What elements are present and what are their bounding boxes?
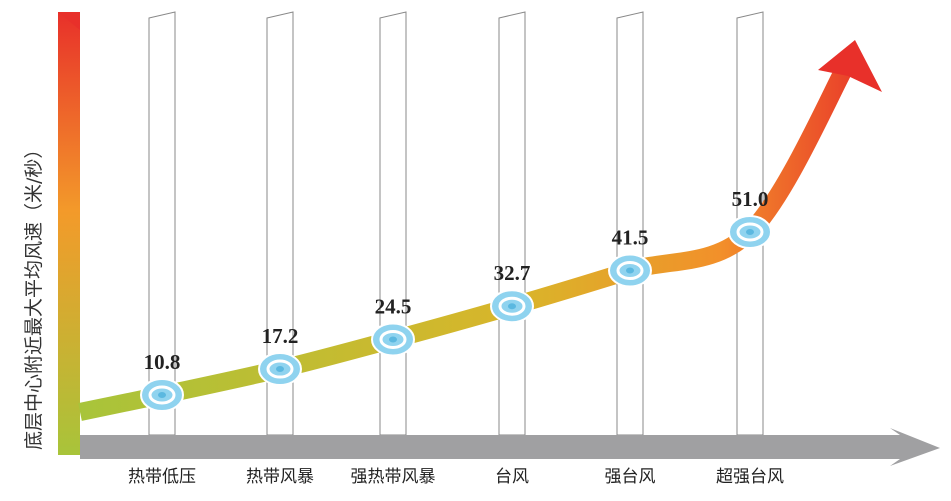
icon-swirl — [736, 222, 764, 242]
value-label: 17.2 — [262, 324, 299, 348]
icon-eye — [626, 267, 634, 274]
x-axis-arrow — [80, 428, 940, 466]
typhoon-icon — [728, 215, 772, 249]
icon-eye — [276, 366, 284, 373]
value-label: 24.5 — [375, 294, 412, 318]
typhoon-icon — [258, 352, 302, 387]
icon-swirl — [266, 359, 294, 379]
icon-swirl — [379, 329, 407, 349]
value-label: 51.0 — [732, 187, 769, 211]
icon-eye — [158, 392, 166, 398]
pillar — [498, 11, 526, 436]
icon-swirl — [616, 261, 644, 281]
x-tick-label: 强台风 — [605, 467, 656, 487]
x-tick-label: 超强台风 — [716, 467, 784, 487]
x-tick-label: 强热带风暴 — [351, 467, 436, 487]
y-axis-bar — [58, 12, 80, 455]
typhoon-icon — [371, 322, 415, 357]
icon-swirl — [148, 385, 176, 405]
pillar — [379, 11, 407, 436]
x-tick-label: 热带低压 — [128, 467, 196, 487]
typhoon-icon — [608, 253, 652, 288]
icon-eye — [508, 303, 516, 310]
x-tick-label: 热带风暴 — [246, 467, 314, 487]
icon-swirl — [498, 296, 526, 316]
y-axis-label: 底层中心附近最大平均风速（米/秒） — [23, 140, 45, 450]
typhoon-icon — [140, 378, 184, 412]
icon-eye — [389, 336, 397, 343]
typhoon-icon — [490, 289, 534, 324]
value-label: 10.8 — [144, 350, 181, 374]
y-axis-cap — [58, 12, 80, 30]
value-label: 41.5 — [612, 226, 649, 250]
x-tick-label: 台风 — [495, 467, 529, 487]
trend-arrowhead — [818, 40, 882, 92]
value-label: 32.7 — [494, 261, 531, 285]
pillar — [616, 11, 644, 436]
icon-eye — [746, 229, 754, 235]
